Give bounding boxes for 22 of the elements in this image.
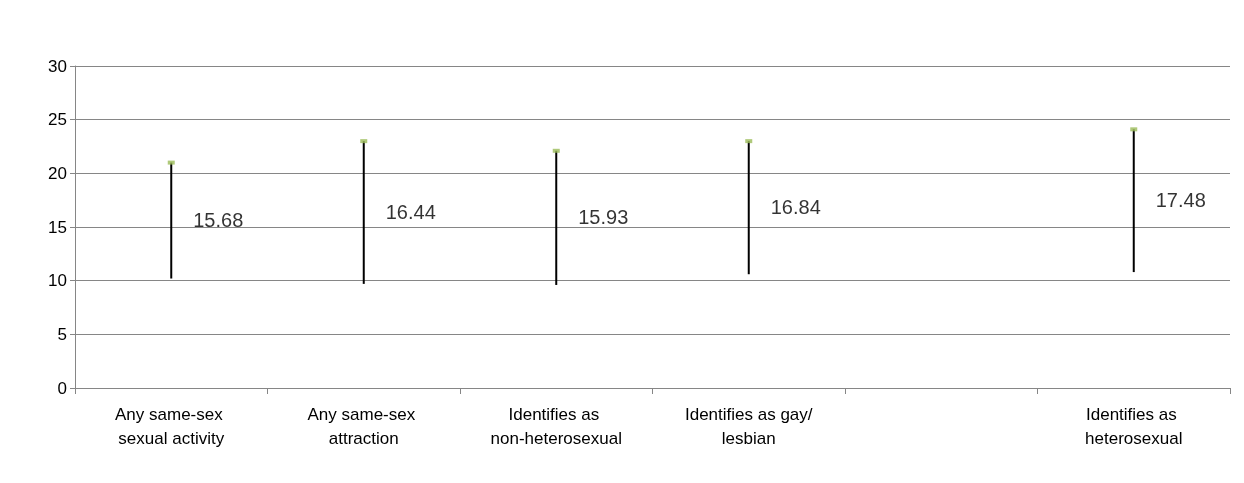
x-tick-label: Identifies as gay/lesbian [684, 404, 813, 448]
y-tick-label: 25 [48, 110, 67, 130]
x-tick-label: Any same-sex sexual activity [115, 404, 228, 448]
y-tick-label: 0 [57, 378, 67, 398]
y-tick-label: 20 [48, 163, 67, 183]
annotation: 15.68 [193, 208, 244, 231]
annotation: 16.84 [770, 196, 821, 219]
bar [747, 141, 750, 275]
bar [170, 162, 173, 279]
x-tick-label: Any same-sex attraction [307, 404, 420, 448]
y-tick-label: 15 [48, 217, 67, 237]
annotation: 17.48 [1155, 189, 1206, 212]
bar [362, 141, 365, 284]
annotation: 16.44 [385, 200, 436, 223]
x-tick-label: Identifies as non-heterosexual [490, 404, 622, 448]
y-tick-label: 5 [57, 324, 67, 344]
bar [555, 150, 558, 285]
bar [1132, 129, 1135, 273]
annotation: 15.93 [578, 206, 629, 229]
x-tick-label: Identifies as heterosexual [1085, 404, 1183, 448]
y-tick-label: 10 [48, 271, 67, 291]
y-tick-label: 30 [48, 56, 67, 76]
